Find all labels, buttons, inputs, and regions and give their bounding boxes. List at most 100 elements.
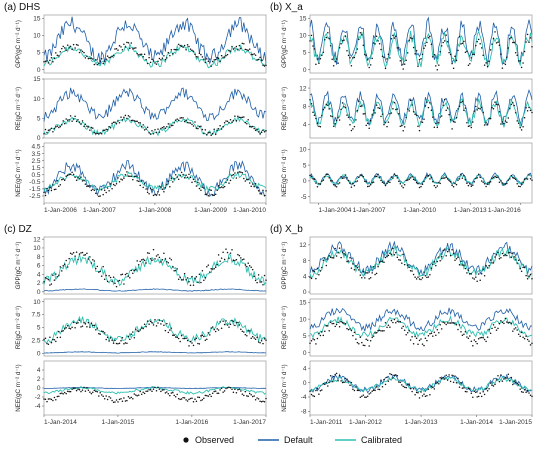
- observed-point: [166, 125, 168, 128]
- observed-point: [87, 258, 90, 260]
- observed-point: [58, 55, 60, 57]
- observed-point: [364, 396, 366, 398]
- observed-point: [396, 375, 399, 377]
- observed-point: [316, 58, 319, 60]
- y-tick-label: 0: [303, 67, 307, 74]
- observed-point: [115, 285, 118, 288]
- observed-point: [231, 319, 233, 322]
- observed-point: [129, 116, 131, 118]
- observed-point: [480, 106, 483, 109]
- observed-point: [514, 327, 517, 329]
- observed-point: [402, 186, 404, 189]
- observed-point: [334, 123, 336, 125]
- observed-point: [506, 121, 508, 124]
- observed-point: [59, 266, 62, 268]
- observed-point: [381, 330, 384, 332]
- observed-point: [53, 396, 56, 399]
- observed-point: [108, 190, 110, 192]
- observed-point: [237, 388, 239, 391]
- observed-point: [495, 254, 498, 256]
- observed-point: [449, 53, 452, 56]
- observed-point: [316, 337, 319, 340]
- observed-point: [529, 344, 532, 346]
- observed-point: [405, 116, 407, 119]
- observed-point: [423, 47, 425, 49]
- observed-point: [56, 54, 59, 56]
- observed-point: [44, 277, 47, 279]
- observed-point: [108, 395, 110, 398]
- observed-point: [446, 178, 449, 180]
- observed-point: [213, 267, 215, 270]
- observed-point: [500, 374, 502, 376]
- observed-point: [133, 269, 136, 272]
- observed-point: [173, 48, 175, 51]
- observed-point: [163, 190, 165, 193]
- observed-point: [523, 266, 526, 269]
- observed-point: [361, 34, 363, 36]
- observed-point: [325, 325, 328, 327]
- observed-point: [217, 392, 220, 394]
- observed-point: [192, 284, 195, 286]
- observed-point: [472, 53, 474, 56]
- observed-point: [186, 277, 189, 279]
- y-tick-label: 15: [33, 16, 41, 23]
- observed-point: [95, 58, 97, 61]
- observed-point: [55, 340, 57, 343]
- observed-point: [417, 343, 419, 346]
- observed-point: [398, 113, 400, 115]
- observed-point: [72, 321, 75, 324]
- observed-point: [157, 253, 159, 256]
- observed-point: [418, 397, 421, 399]
- observed-point: [384, 184, 387, 186]
- observed-point: [123, 397, 125, 399]
- observed-point: [522, 391, 524, 394]
- observed-point: [62, 264, 64, 267]
- observed-point: [132, 272, 134, 275]
- observed-point: [53, 279, 56, 281]
- observed-point: [417, 65, 419, 67]
- observed-point: [117, 342, 119, 345]
- observed-point: [130, 333, 133, 335]
- observed-point: [203, 187, 205, 189]
- observed-point: [409, 387, 412, 390]
- observed-point: [445, 176, 447, 179]
- observed-point: [62, 120, 64, 122]
- observed-point: [247, 262, 249, 264]
- observed-point: [219, 260, 221, 262]
- observed-point: [375, 272, 378, 275]
- observed-point: [324, 38, 326, 41]
- observed-point: [432, 335, 434, 337]
- observed-point: [449, 380, 452, 383]
- observed-point: [334, 247, 336, 250]
- observed-point: [406, 52, 409, 54]
- observed-point: [89, 256, 91, 258]
- observed-point: [324, 107, 326, 109]
- observed-point: [435, 186, 437, 189]
- observed-point: [427, 106, 430, 109]
- observed-point: [237, 48, 239, 50]
- observed-point: [213, 128, 215, 130]
- observed-point: [55, 188, 57, 191]
- observed-point: [424, 274, 427, 277]
- observed-point: [315, 343, 317, 345]
- observed-point: [120, 46, 122, 48]
- observed-point: [430, 385, 433, 387]
- observed-point: [432, 116, 434, 118]
- observed-point: [389, 57, 391, 59]
- observed-point: [99, 195, 101, 197]
- observed-point: [420, 121, 422, 123]
- observed-point: [61, 270, 63, 272]
- observed-point: [142, 124, 144, 126]
- observed-point: [381, 260, 384, 262]
- observed-point: [449, 254, 452, 257]
- observed-point: [69, 390, 72, 393]
- observed-point: [403, 184, 406, 186]
- observed-point: [463, 264, 465, 266]
- observed-point: [405, 59, 407, 62]
- observed-point: [155, 63, 158, 65]
- observed-point: [480, 272, 483, 275]
- observed-point: [235, 258, 238, 261]
- y-axis-label: NEE(gC m⁻² d⁻¹): [15, 149, 22, 196]
- observed-point: [480, 180, 483, 182]
